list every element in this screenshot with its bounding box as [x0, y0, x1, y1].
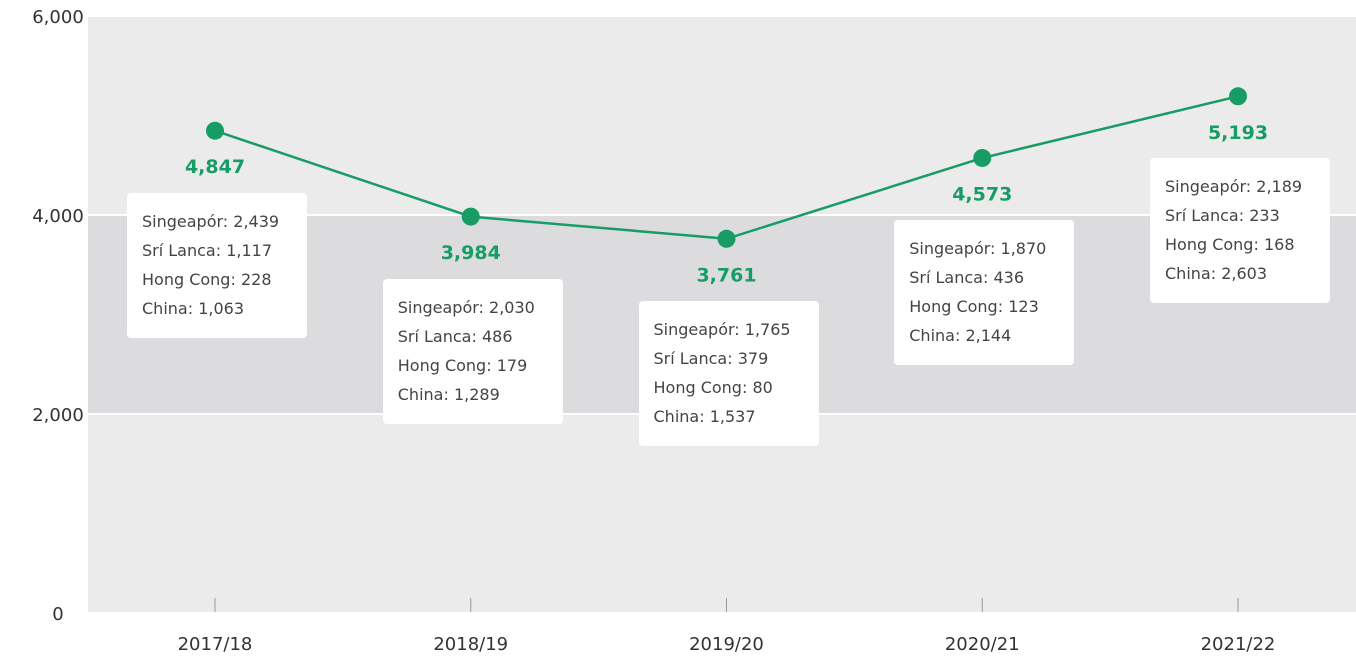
breakdown-name: Srí Lanca: [909, 268, 993, 287]
breakdown-row: Hong Cong80: [654, 373, 819, 402]
breakdown-value: 1,289: [453, 384, 500, 404]
breakdown-name: Hong Cong: [654, 378, 753, 397]
point: [461, 207, 480, 226]
breakdown-row: Singeapór2,439: [142, 207, 307, 236]
breakdown-value: 228: [240, 269, 272, 289]
x-tick-label: 2019/20: [689, 634, 764, 655]
y-tick-label: 6,000: [32, 7, 84, 28]
point: [717, 229, 736, 248]
breakdown-row: China2,603: [1165, 259, 1330, 288]
breakdown-row: Srí Lanca1,117: [142, 236, 307, 265]
breakdown-row: Srí Lanca436: [909, 263, 1074, 292]
breakdown-value: 179: [496, 355, 528, 375]
breakdown-value: 1,765: [744, 319, 791, 339]
x-tick-label: 2017/18: [178, 634, 253, 655]
breakdown-name: Hong Cong: [398, 356, 497, 375]
breakdown-name: Singeapór: [909, 239, 1000, 258]
breakdown-name: China: [142, 299, 198, 318]
breakdown-name: China: [1165, 264, 1221, 283]
breakdown-name: Hong Cong: [142, 270, 241, 289]
value-label: 4,847: [185, 156, 245, 178]
point: [206, 121, 224, 140]
point: [973, 148, 992, 167]
breakdown-name: Singeapór: [142, 212, 233, 231]
breakdown-row: Singeapór2,189: [1165, 172, 1330, 201]
breakdown-row: Srí Lanca233: [1165, 201, 1330, 230]
y-tick-label: 4,000: [32, 206, 84, 227]
breakdown-value: 2,189: [1256, 177, 1303, 197]
breakdown-value: 2,030: [489, 297, 535, 317]
breakdown-name: Srí Lanca: [398, 327, 482, 346]
breakdown-value: 436: [993, 267, 1025, 287]
x-tick-label: 2018/19: [433, 634, 508, 655]
breakdown-name: Singeapór: [1165, 177, 1256, 196]
breakdown-name: China: [398, 385, 454, 404]
point: [1229, 87, 1247, 106]
breakdown-value: 2,144: [965, 325, 1012, 345]
breakdown-row: Srí Lanca379: [654, 344, 819, 373]
breakdown-name: China: [909, 326, 965, 345]
breakdown-name: Srí Lanca: [654, 349, 738, 368]
breakdown-row: Hong Cong123: [909, 292, 1074, 321]
breakdown-name: Singeapór: [398, 298, 489, 317]
breakdown-row: China1,063: [142, 294, 307, 323]
breakdown-value: 2,439: [233, 211, 280, 231]
value-label: 5,193: [1208, 122, 1268, 144]
breakdown-row: Singeapór1,765: [654, 315, 819, 344]
breakdown-value: 1,063: [198, 298, 244, 318]
breakdown-row: Hong Cong228: [142, 265, 307, 294]
x-tick-label: 2020/21: [945, 634, 1020, 655]
breakdown-name: Srí Lanca: [142, 241, 226, 260]
breakdown-value: 80: [752, 377, 773, 397]
breakdown-row: Singeapór1,870: [909, 234, 1074, 263]
breakdown-row: China2,144: [909, 321, 1074, 350]
breakdown-value: 379: [737, 348, 769, 368]
breakdown-row: China1,289: [398, 380, 563, 409]
value-label: 4,573: [952, 183, 1012, 205]
breakdown-row: Srí Lanca486: [398, 322, 563, 351]
y-tick-label: 0: [52, 604, 63, 625]
breakdown-name: Singeapór: [654, 320, 745, 339]
breakdown-row: Hong Cong179: [398, 351, 563, 380]
breakdown-name: China: [654, 407, 710, 426]
breakdown-name: Srí Lanca: [1165, 206, 1249, 225]
breakdown-name: Hong Cong: [1165, 235, 1264, 254]
breakdown-value: 1,870: [1000, 238, 1047, 258]
breakdown-value: 2,603: [1221, 264, 1267, 284]
breakdown-row: China1,537: [654, 402, 819, 431]
breakdown-name: Hong Cong: [909, 297, 1008, 316]
y-tick-label: 2,000: [32, 405, 84, 426]
breakdown-value: 168: [1263, 235, 1295, 255]
breakdown-value: 233: [1249, 206, 1280, 226]
breakdown-row: Hong Cong168: [1165, 230, 1330, 259]
breakdown-value: 1,117: [226, 240, 273, 260]
x-tick-label: 2021/22: [1201, 634, 1276, 655]
breakdown-value: 1,537: [709, 406, 756, 426]
breakdown-row: Singeapór2,030: [398, 293, 563, 322]
breakdown-value: 486: [481, 326, 513, 346]
value-label: 3,761: [696, 264, 756, 286]
breakdown-value: 123: [1008, 296, 1039, 316]
value-label: 3,984: [441, 242, 501, 264]
